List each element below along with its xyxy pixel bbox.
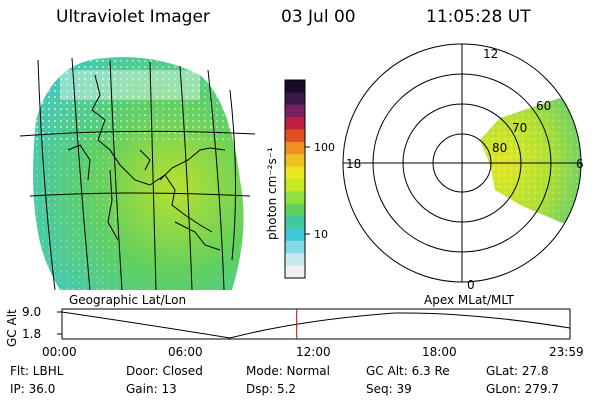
polar-caption: Apex MLat/MLT bbox=[424, 293, 514, 307]
colorbar-segment bbox=[285, 154, 305, 168]
colorbar-segment bbox=[285, 129, 305, 143]
mlat-label-80: 80 bbox=[492, 141, 507, 155]
colorbar-segment bbox=[285, 179, 305, 192]
colorbar-gradient bbox=[285, 80, 305, 279]
colorbar-segment bbox=[285, 141, 305, 155]
glon-readout: GLon: 279.7 bbox=[486, 382, 559, 396]
ip-readout: IP: 36.0 bbox=[10, 382, 56, 396]
altitude-timeline: 9.0 1.8 GC Alt 00:00 06:00 12:00 18:00 2… bbox=[5, 305, 584, 359]
colorbar-segment bbox=[285, 104, 305, 118]
timeline-xtick-2: 12:00 bbox=[296, 345, 331, 359]
colorbar-segment bbox=[285, 253, 305, 267]
gcalt-readout: GC Alt: 6.3 Re bbox=[366, 364, 450, 378]
colorbar-segment bbox=[285, 228, 305, 242]
colorbar: 100 10 photon cm⁻²s⁻¹ bbox=[265, 79, 335, 279]
mlt-label-6: 6 bbox=[576, 157, 584, 171]
mlat-label-60: 60 bbox=[536, 99, 551, 113]
polar-plot: 12 18 6 0 60 70 80 bbox=[342, 43, 584, 292]
geographic-caption: Geographic Lat/Lon bbox=[69, 293, 186, 307]
gain-readout: Gain: 13 bbox=[126, 382, 177, 396]
mlat-label-70: 70 bbox=[512, 121, 527, 135]
colorbar-segment bbox=[285, 117, 305, 131]
timeline-xtick-3: 18:00 bbox=[422, 345, 457, 359]
timeline-frame bbox=[61, 308, 571, 340]
altitude-curve bbox=[61, 311, 571, 339]
app-title: Ultraviolet Imager bbox=[56, 7, 210, 27]
mlt-label-18: 18 bbox=[346, 157, 361, 171]
geographic-map bbox=[19, 57, 256, 291]
time-readout: 11:05:28 UT bbox=[426, 7, 531, 27]
colorbar-frame bbox=[284, 79, 306, 279]
glat-readout: GLat: 27.8 bbox=[486, 364, 549, 378]
polar-grid bbox=[342, 43, 582, 283]
colorbar-label-10: 10 bbox=[314, 228, 328, 241]
colorbar-segment bbox=[285, 80, 305, 93]
colorbar-segment bbox=[285, 92, 305, 106]
date-readout: 03 Jul 00 bbox=[281, 7, 356, 27]
colorbar-label-100: 100 bbox=[314, 141, 335, 154]
meridian-lines bbox=[37, 57, 237, 291]
timeline-ytick-9: 9.0 bbox=[22, 305, 41, 319]
filter-readout: Flt: LBHL bbox=[10, 364, 64, 378]
timeline-xtick-1: 06:00 bbox=[168, 345, 203, 359]
timeline-xtick-0: 00:00 bbox=[42, 345, 77, 359]
timeline-ytick-1.8: 1.8 bbox=[22, 327, 41, 341]
mlt-label-0: 0 bbox=[467, 278, 475, 292]
colorbar-segment bbox=[285, 166, 305, 180]
coastline bbox=[67, 74, 226, 251]
dsp-readout: Dsp: 5.2 bbox=[246, 382, 297, 396]
colorbar-unit-label: photon cm⁻²s⁻¹ bbox=[265, 147, 279, 240]
colorbar-segment bbox=[285, 240, 305, 254]
colorbar-segment bbox=[285, 216, 305, 230]
parallel-lines bbox=[19, 130, 256, 197]
mlt-label-12: 12 bbox=[483, 47, 498, 61]
seq-readout: Seq: 39 bbox=[366, 382, 412, 396]
colorbar-segment bbox=[285, 203, 305, 217]
colorbar-segment bbox=[285, 191, 305, 205]
colorbar-segment bbox=[285, 265, 305, 279]
door-readout: Door: Closed bbox=[126, 364, 203, 378]
mode-readout: Mode: Normal bbox=[246, 364, 330, 378]
timeline-xtick-4: 23:59 bbox=[549, 345, 584, 359]
timeline-ylabel: GC Alt bbox=[5, 309, 19, 347]
